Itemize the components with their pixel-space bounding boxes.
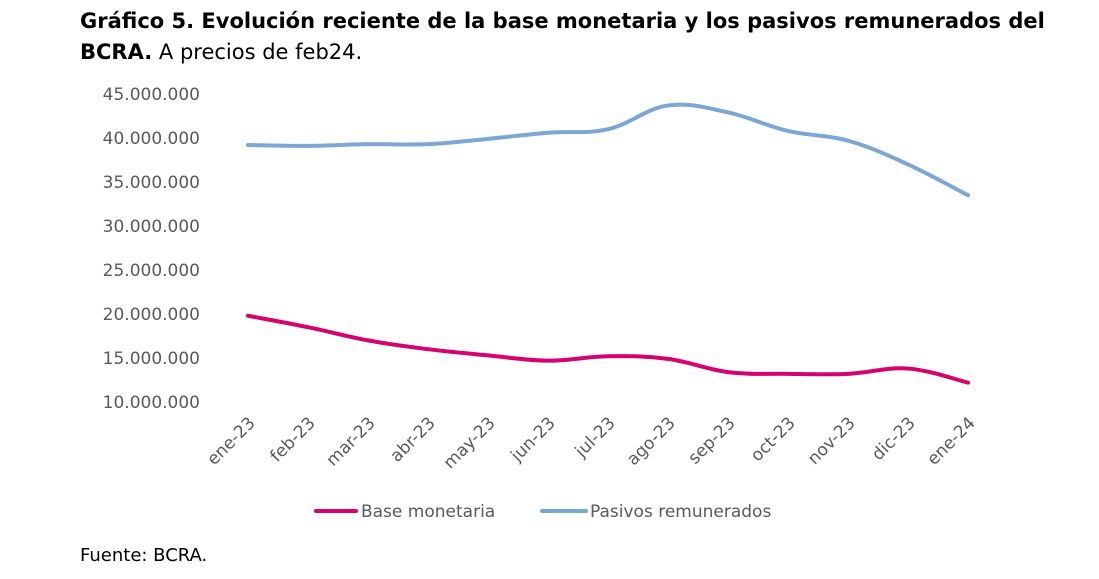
y-tick-label: 35.000.000	[103, 173, 200, 193]
legend: Base monetaria Pasivos remunerados	[314, 502, 771, 522]
source-note: Fuente: BCRA.	[80, 545, 208, 566]
series-line-pasivos-remunerados	[246, 102, 970, 198]
x-tick-label: ene-24	[923, 413, 979, 469]
y-tick-label: 15.000.000	[103, 349, 200, 369]
chart-title: Gráfico 5. Evolución reciente de la base…	[80, 6, 1080, 68]
y-tick-label: 10.000.000	[103, 393, 200, 413]
x-tick-label: feb-23	[266, 413, 319, 466]
chart-title-subtitle: A precios de feb24.	[158, 40, 363, 64]
legend-label: Pasivos remunerados	[590, 502, 771, 522]
y-tick-label: 45.000.000	[103, 85, 200, 105]
x-tick-label: ene-23	[203, 413, 259, 469]
y-tick-label: 25.000.000	[103, 261, 200, 281]
x-tick-label: abr-23	[387, 413, 440, 466]
legend-label: Base monetaria	[361, 502, 495, 522]
y-tick-label: 30.000.000	[103, 217, 200, 237]
x-tick-label: may-23	[440, 413, 500, 473]
series-lines	[246, 102, 970, 385]
x-axis: ene-23 feb-23 mar-23 abr-23 may-23 jun-23 jul-…	[203, 413, 979, 473]
chart-title-bold: Gráfico 5. Evolución reciente de la base…	[80, 9, 1045, 64]
x-tick-label: nov-23	[804, 413, 860, 469]
x-tick-label: sep-23	[684, 413, 739, 468]
x-tick-label: mar-23	[323, 413, 380, 470]
x-tick-label: jun-23	[506, 413, 559, 466]
x-tick-label: jul-23	[571, 413, 620, 462]
x-tick-label: dic-23	[868, 413, 919, 464]
x-tick-label: oct-23	[747, 413, 799, 465]
y-tick-label: 40.000.000	[103, 129, 200, 149]
series-line-base-monetaria	[246, 313, 970, 385]
x-tick-label: ago-23	[623, 413, 679, 469]
y-tick-label: 20.000.000	[103, 305, 200, 325]
y-axis: 45.000.000 40.000.000 35.000.000 30.000.000…	[103, 85, 200, 413]
